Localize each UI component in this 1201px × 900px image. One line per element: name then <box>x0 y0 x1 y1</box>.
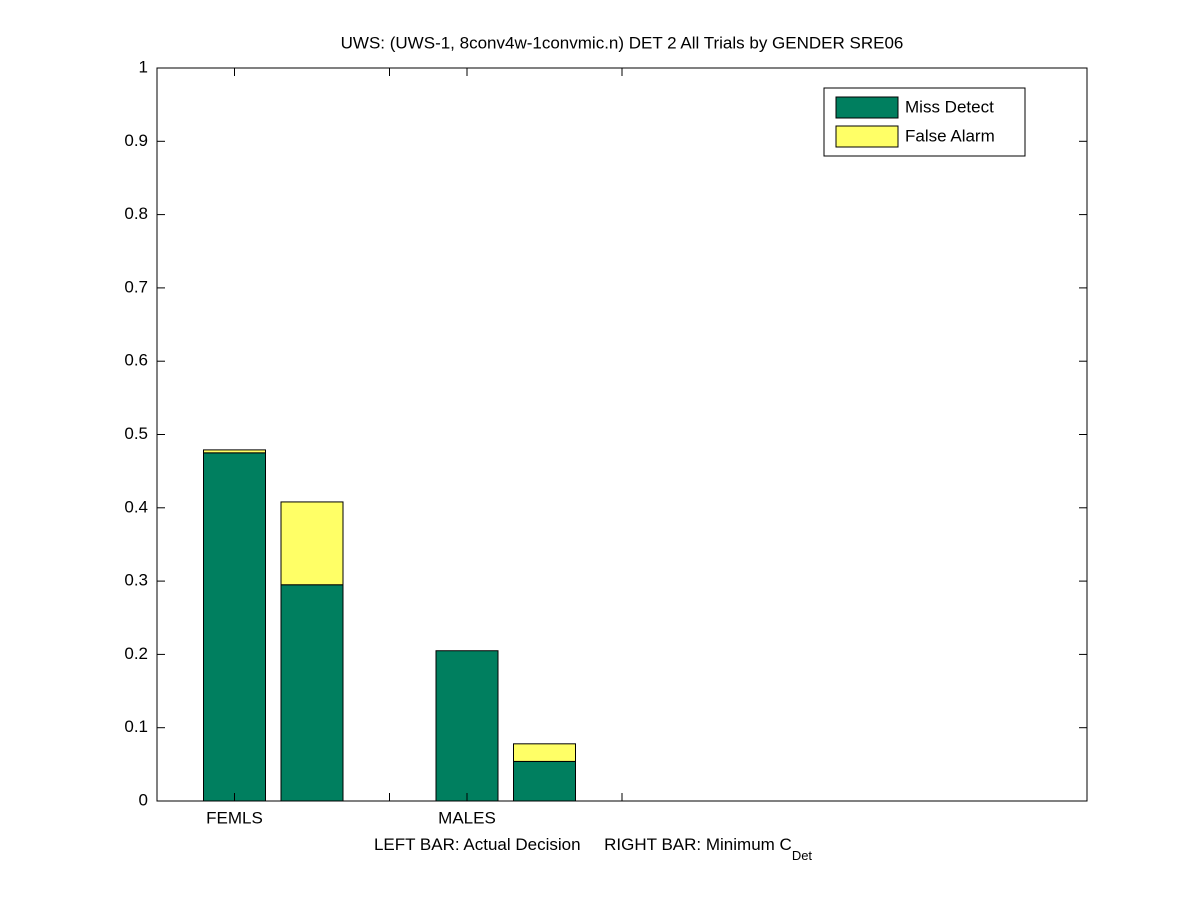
y-tick-label: 0.5 <box>124 424 148 443</box>
x-axis-label-main: LEFT BAR: Actual Decision RIGHT BAR: Min… <box>374 835 792 854</box>
bar-segment <box>280 584 344 802</box>
bar-segment <box>203 449 266 454</box>
x-axis-label: LEFT BAR: Actual Decision RIGHT BAR: Min… <box>374 835 812 863</box>
y-tick-label: 0.7 <box>124 277 148 296</box>
legend-label: False Alarm <box>905 126 995 145</box>
bar-segment <box>203 452 266 802</box>
bar-segment <box>435 650 499 802</box>
x-tick-label: MALES <box>438 808 496 827</box>
y-tick-label: 0.3 <box>124 571 148 590</box>
y-tick-label: 0.2 <box>124 644 148 663</box>
x-axis-label-subscript: Det <box>792 848 813 863</box>
y-tick-label: 0.9 <box>124 131 148 150</box>
y-tick-label: 0.8 <box>124 204 148 223</box>
bar-segment <box>280 501 344 586</box>
bar-segment <box>513 760 576 802</box>
bar-segment <box>513 743 576 762</box>
legend-swatch <box>835 125 899 148</box>
y-tick-label: 0.6 <box>124 351 148 370</box>
y-tick-label: 0.4 <box>124 497 148 516</box>
legend-swatch <box>835 96 899 119</box>
legend-label: Miss Detect <box>905 97 994 116</box>
y-tick-label: 1 <box>139 57 148 76</box>
y-tick-label: 0.1 <box>124 717 148 736</box>
x-tick-label: FEMLS <box>206 808 263 827</box>
chart-title: UWS: (UWS-1, 8conv4w-1convmic.n) DET 2 A… <box>341 33 904 52</box>
y-tick-label: 0 <box>139 790 148 809</box>
